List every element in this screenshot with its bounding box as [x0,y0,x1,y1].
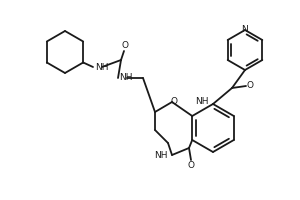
Text: NH: NH [154,150,168,160]
Text: NH: NH [95,62,109,72]
Text: NH: NH [119,73,133,82]
Text: O: O [170,97,178,106]
Text: O: O [247,82,254,90]
Text: NH: NH [196,97,209,106]
Text: O: O [188,162,194,170]
Text: N: N [242,24,248,33]
Text: O: O [122,42,128,50]
